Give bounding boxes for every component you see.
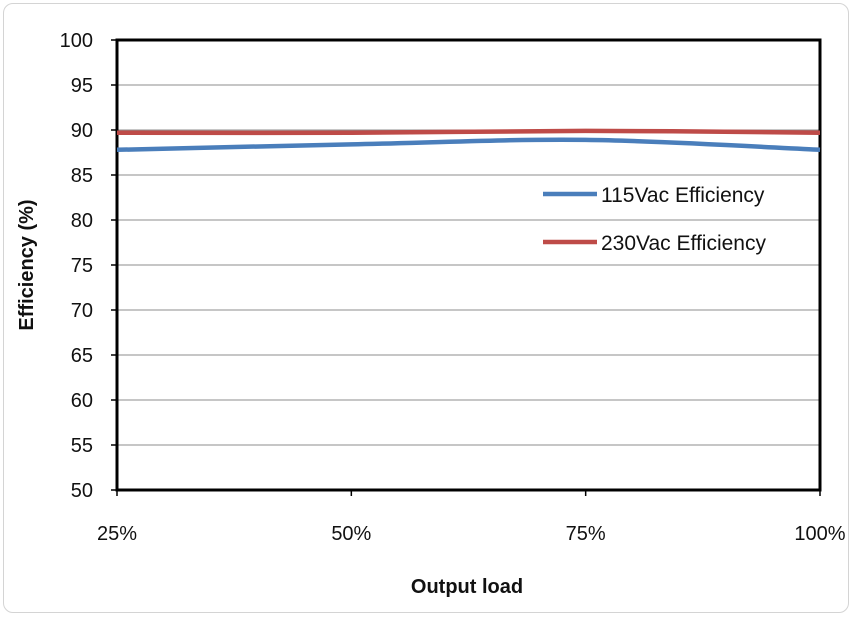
y-tick-label: 85 [71,165,93,187]
x-ticks [116,490,821,496]
legend-label-1: 115Vac Efficiency [601,184,765,207]
gridlines [111,39,820,491]
y-tick-label: 95 [71,75,93,97]
y-tick-label: 75 [71,255,93,277]
legend-label-2: 230Vac Efficiency [601,232,766,255]
y-tick-label: 100 [60,30,93,52]
legend: 115Vac Efficiency 230Vac Efficiency [543,184,766,255]
x-tick-label: 100% [794,523,845,545]
series-line-1 [116,137,821,153]
y-tick-label: 50 [71,480,93,502]
y-tick-label: 60 [71,390,93,412]
chart-frame [3,3,849,613]
plot-area-border [115,38,822,492]
y-tick-label: 55 [71,435,93,457]
x-tick-label: 25% [97,523,137,545]
y-tick-label: 80 [71,210,93,232]
series-lines [116,128,821,153]
x-tick-labels: 25% 50% 75% 100% [97,523,846,545]
y-tick-label: 70 [71,300,93,322]
x-tick-label: 50% [331,523,371,545]
y-tick-label: 90 [71,120,93,142]
y-axis-title: Efficiency (%) [16,199,38,330]
x-axis-title: Output load [411,576,523,598]
series-line-2 [116,128,821,136]
x-tick-label: 75% [566,523,606,545]
y-tick-label: 65 [71,345,93,367]
y-tick-labels: 50 55 60 65 70 75 80 85 90 95 100 [60,30,93,502]
